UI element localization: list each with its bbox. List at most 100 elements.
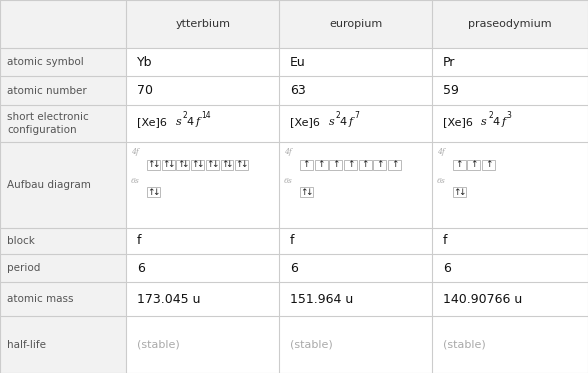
Text: 140.90766 u: 140.90766 u	[443, 293, 522, 305]
Bar	[126, 254, 279, 282]
Bar	[0, 254, 126, 282]
Text: praseodymium: praseodymium	[468, 19, 552, 29]
Text: 2: 2	[183, 111, 188, 120]
Bar	[0, 316, 126, 373]
Text: ↓: ↓	[152, 188, 159, 197]
Text: half-life: half-life	[7, 340, 46, 350]
Bar	[279, 228, 432, 254]
Text: ↑: ↑	[347, 160, 354, 169]
Text: ↑: ↑	[391, 160, 398, 169]
Bar	[344, 160, 357, 170]
Text: 3: 3	[507, 111, 512, 120]
Text: ↓: ↓	[167, 160, 174, 169]
Text: f: f	[137, 235, 142, 247]
Text: Aufbau diagram: Aufbau diagram	[7, 180, 91, 190]
Bar	[176, 160, 189, 170]
Text: ↑: ↑	[162, 160, 169, 169]
Text: atomic number: atomic number	[7, 86, 87, 96]
Bar	[279, 316, 432, 373]
Bar	[432, 105, 588, 142]
Text: ↑: ↑	[332, 160, 339, 169]
Bar	[279, 76, 432, 105]
Text: europium: europium	[329, 19, 382, 29]
Text: 4f: 4f	[437, 148, 445, 156]
Bar	[315, 160, 328, 170]
Text: 2: 2	[336, 111, 340, 120]
Bar	[126, 282, 279, 316]
Text: ↑: ↑	[303, 160, 310, 169]
Text: 4: 4	[492, 117, 499, 127]
Text: ↓: ↓	[226, 160, 233, 169]
Text: f: f	[502, 117, 506, 127]
Bar	[162, 160, 175, 170]
Text: s: s	[329, 117, 334, 127]
Bar	[0, 228, 126, 254]
Text: atomic symbol: atomic symbol	[7, 57, 84, 68]
Text: ↑: ↑	[376, 160, 383, 169]
Text: 4: 4	[339, 117, 346, 127]
Text: 59: 59	[443, 84, 459, 97]
Bar	[432, 282, 588, 316]
Text: block: block	[7, 236, 35, 246]
Text: ↑: ↑	[453, 188, 460, 197]
Text: ↑: ↑	[177, 160, 184, 169]
Bar	[0, 76, 126, 105]
Text: 6s: 6s	[284, 177, 293, 185]
Text: 2: 2	[489, 111, 493, 120]
Text: 6s: 6s	[131, 177, 140, 185]
Text: ↑: ↑	[148, 188, 155, 197]
Text: ↑: ↑	[206, 160, 213, 169]
Text: 7: 7	[354, 111, 359, 120]
Text: Pr: Pr	[443, 56, 455, 69]
Bar	[235, 160, 248, 170]
Bar	[359, 160, 372, 170]
Bar	[0, 0, 126, 48]
Bar	[126, 142, 279, 228]
Bar	[191, 160, 204, 170]
Text: ↓: ↓	[211, 160, 218, 169]
Bar	[279, 142, 432, 228]
Text: f: f	[196, 117, 200, 127]
Text: 4f: 4f	[131, 148, 139, 156]
Text: ↑: ↑	[318, 160, 325, 169]
Bar	[453, 160, 466, 170]
Text: 4f: 4f	[284, 148, 292, 156]
Bar	[432, 76, 588, 105]
Text: ↑: ↑	[148, 160, 155, 169]
Bar	[126, 76, 279, 105]
Text: Yb: Yb	[137, 56, 152, 69]
Text: period: period	[7, 263, 41, 273]
Text: ↑: ↑	[192, 160, 199, 169]
Bar	[147, 187, 160, 197]
Text: 70: 70	[137, 84, 153, 97]
Text: ↑: ↑	[236, 160, 243, 169]
Text: ↑: ↑	[221, 160, 228, 169]
Bar	[373, 160, 386, 170]
Text: s: s	[176, 117, 181, 127]
Text: ↓: ↓	[305, 188, 312, 197]
Text: [Xe]6: [Xe]6	[290, 117, 320, 127]
Bar	[279, 48, 432, 76]
Bar	[482, 160, 495, 170]
Bar	[0, 282, 126, 316]
Text: ↓: ↓	[196, 160, 203, 169]
Text: s: s	[482, 117, 487, 127]
Bar	[432, 228, 588, 254]
Text: ↓: ↓	[240, 160, 248, 169]
Bar	[432, 142, 588, 228]
Text: short electronic
configuration: short electronic configuration	[7, 112, 89, 135]
Text: Eu: Eu	[290, 56, 306, 69]
Bar	[126, 105, 279, 142]
Text: 173.045 u: 173.045 u	[137, 293, 201, 305]
Bar	[432, 48, 588, 76]
Text: f: f	[443, 235, 447, 247]
Text: ↑: ↑	[485, 160, 492, 169]
Bar	[0, 48, 126, 76]
Bar	[279, 0, 432, 48]
Bar	[453, 187, 466, 197]
Text: ↑: ↑	[456, 160, 463, 169]
Bar	[126, 316, 279, 373]
Bar	[432, 254, 588, 282]
Text: atomic mass: atomic mass	[7, 294, 74, 304]
Text: ↓: ↓	[182, 160, 189, 169]
